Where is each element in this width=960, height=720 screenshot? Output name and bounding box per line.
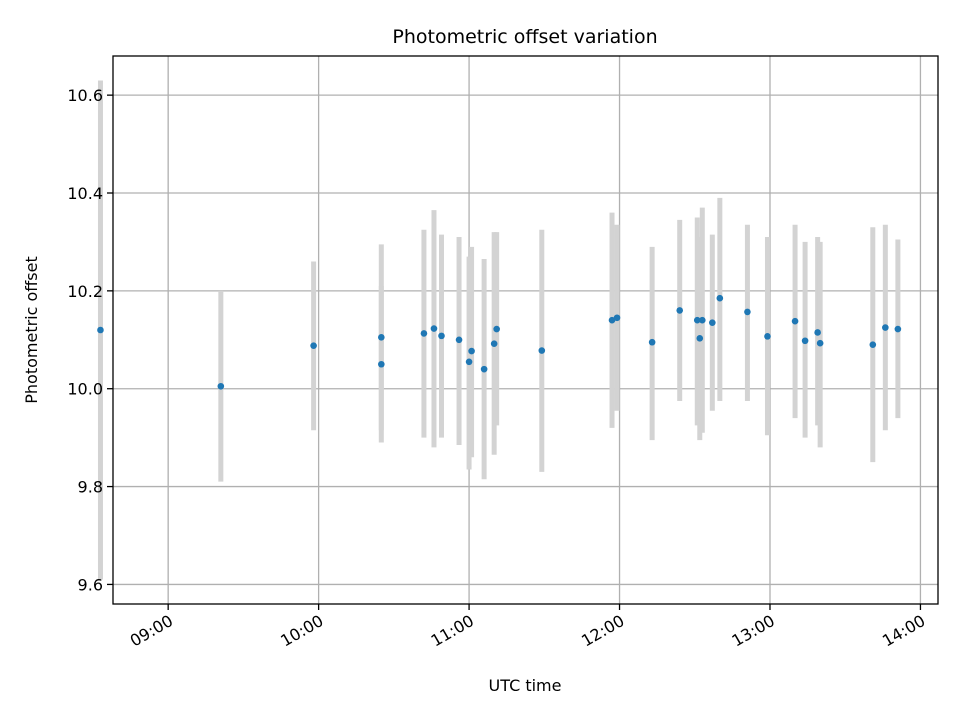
data-point	[493, 325, 500, 333]
data-point	[816, 339, 824, 347]
x-tick-label: 09:00	[127, 611, 176, 651]
data-point	[801, 337, 809, 345]
y-tick-label: 10.2	[67, 282, 103, 301]
data-point	[764, 333, 771, 340]
data-point	[310, 342, 317, 349]
data-point	[791, 317, 799, 325]
data-point	[217, 382, 225, 390]
grid	[113, 56, 938, 604]
data-point	[744, 308, 751, 316]
data-point	[430, 325, 438, 332]
data-points	[97, 294, 902, 390]
x-tick-label: 12:00	[578, 611, 627, 651]
data-point	[869, 341, 877, 348]
data-point	[894, 325, 902, 333]
x-tick-label: 11:00	[428, 611, 477, 651]
data-point	[814, 329, 821, 336]
x-tick-label: 14:00	[879, 611, 928, 651]
data-point	[455, 336, 463, 344]
data-point	[480, 365, 488, 373]
data-point	[696, 335, 704, 342]
data-point	[378, 334, 385, 341]
data-point	[490, 340, 498, 348]
data-point	[709, 319, 716, 326]
plot-frame	[112, 55, 939, 605]
y-tick-label: 10.0	[67, 380, 103, 399]
y-tick-label: 9.6	[78, 575, 103, 594]
data-point	[882, 324, 889, 331]
data-point	[97, 326, 104, 334]
y-tick-label: 10.6	[67, 86, 103, 105]
y-axis-label: Photometric offset	[22, 256, 41, 404]
x-tick-label: 10:00	[277, 611, 326, 651]
data-point	[538, 347, 546, 354]
data-point	[613, 314, 621, 322]
y-tick-label: 9.8	[78, 478, 103, 497]
data-point	[468, 347, 475, 355]
data-point	[648, 338, 656, 346]
chart-title: Photometric offset variation	[392, 26, 657, 48]
x-tick-label: 13:00	[729, 611, 778, 651]
x-axis-label: UTC time	[489, 676, 562, 695]
data-point	[608, 316, 616, 324]
data-point	[698, 316, 706, 324]
y-tick-label: 10.4	[67, 184, 103, 203]
data-point	[438, 332, 445, 340]
data-point	[420, 330, 428, 337]
y-axis-ticks: 9.6 9.8 10.0 10.2 10.4 10.6	[67, 86, 113, 594]
data-point	[378, 360, 385, 368]
data-point	[465, 358, 473, 366]
data-point	[693, 316, 701, 324]
x-axis-ticks: 09:00 10:00 11:00 12:00 13:00 14:00	[127, 604, 928, 651]
data-point	[676, 307, 684, 314]
data-point	[716, 294, 724, 302]
